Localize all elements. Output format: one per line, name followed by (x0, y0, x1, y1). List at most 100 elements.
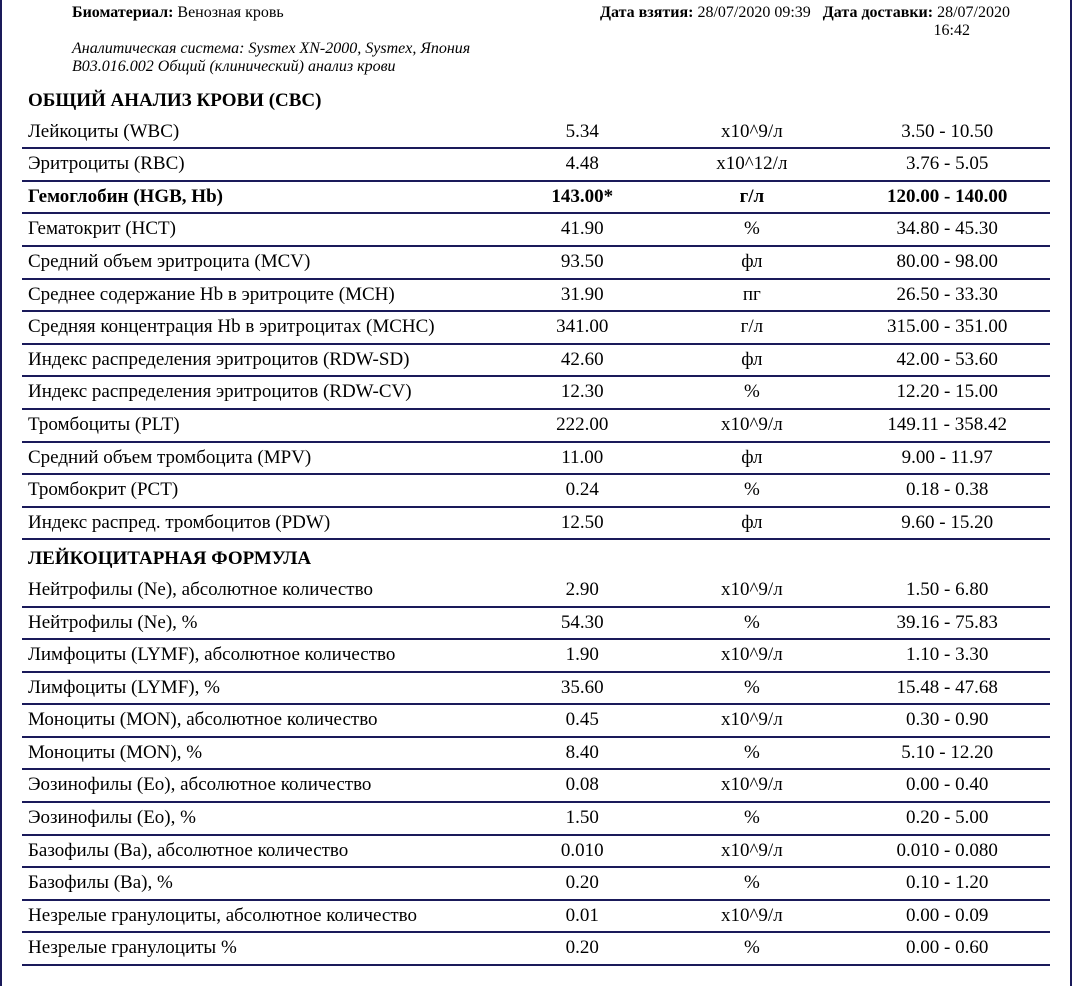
table-row: Незрелые гранулоциты, абсолютное количес… (22, 900, 1050, 933)
parameter-name: Эритроциты (RBC) (22, 148, 505, 181)
parameter-range: 34.80 - 45.30 (844, 213, 1050, 246)
parameter-range: 42.00 - 53.60 (844, 344, 1050, 377)
parameter-value: 0.45 (505, 704, 659, 737)
parameter-unit: пг (659, 279, 844, 312)
section-header: ОБЩИЙ АНАЛИЗ КРОВИ (CBC) (22, 82, 1050, 117)
parameter-name: Средний объем тромбоцита (MPV) (22, 442, 505, 475)
parameter-unit: x10^9/л (659, 769, 844, 802)
parameter-value: 222.00 (505, 409, 659, 442)
parameter-name: Незрелые гранулоциты % (22, 932, 505, 965)
parameter-range: 0.00 - 0.40 (844, 769, 1050, 802)
parameter-unit: % (659, 867, 844, 900)
parameter-range: 9.00 - 11.97 (844, 442, 1050, 475)
parameter-value: 42.60 (505, 344, 659, 377)
date-taken-label: Дата взятия: (600, 4, 693, 21)
parameter-value: 41.90 (505, 213, 659, 246)
parameter-range: 315.00 - 351.00 (844, 311, 1050, 344)
table-row: Гематокрит (HCT)41.90%34.80 - 45.30 (22, 213, 1050, 246)
parameter-value: 0.20 (505, 932, 659, 965)
table-row: Базофилы (Ba), абсолютное количество0.01… (22, 835, 1050, 868)
parameter-value: 0.08 (505, 769, 659, 802)
section-title: ОБЩИЙ АНАЛИЗ КРОВИ (CBC) (22, 82, 1050, 117)
date-delivery-label: Дата доставки: (823, 4, 933, 21)
parameter-value: 8.40 (505, 737, 659, 770)
parameter-name: Тромбокрит (PCT) (22, 474, 505, 507)
parameter-value: 12.30 (505, 376, 659, 409)
parameter-name: Средняя концентрация Hb в эритроцитах (M… (22, 311, 505, 344)
parameter-value: 341.00 (505, 311, 659, 344)
table-row: Средний объем эритроцита (MCV)93.50фл80.… (22, 246, 1050, 279)
parameter-value: 12.50 (505, 507, 659, 540)
parameter-unit: % (659, 802, 844, 835)
parameter-value: 4.48 (505, 148, 659, 181)
parameter-unit: % (659, 932, 844, 965)
parameter-value: 0.24 (505, 474, 659, 507)
table-row: Гемоглобин (HGB, Hb)143.00*г/л120.00 - 1… (22, 181, 1050, 214)
parameter-name: Нейтрофилы (Ne), % (22, 607, 505, 640)
parameter-value: 35.60 (505, 672, 659, 705)
parameter-range: 0.30 - 0.90 (844, 704, 1050, 737)
parameter-name: Моноциты (MON), % (22, 737, 505, 770)
parameter-name: Базофилы (Ba), абсолютное количество (22, 835, 505, 868)
parameter-unit: x10^9/л (659, 900, 844, 933)
parameter-name: Базофилы (Ba), % (22, 867, 505, 900)
parameter-name: Лимфоциты (LYMF), % (22, 672, 505, 705)
parameter-unit: % (659, 672, 844, 705)
parameter-unit: x10^9/л (659, 575, 844, 607)
parameter-unit: % (659, 376, 844, 409)
table-row: Лимфоциты (LYMF), %35.60%15.48 - 47.68 (22, 672, 1050, 705)
parameter-range: 26.50 - 33.30 (844, 279, 1050, 312)
parameter-name: Моноциты (MON), абсолютное количество (22, 704, 505, 737)
table-row: Моноциты (MON), абсолютное количество0.4… (22, 704, 1050, 737)
table-row: Средняя концентрация Hb в эритроцитах (M… (22, 311, 1050, 344)
parameter-range: 0.010 - 0.080 (844, 835, 1050, 868)
parameter-range: 3.76 - 5.05 (844, 148, 1050, 181)
table-row: Среднее содержание Hb в эритроците (MCH)… (22, 279, 1050, 312)
parameter-range: 9.60 - 15.20 (844, 507, 1050, 540)
footer-space (22, 966, 1050, 986)
parameter-value: 31.90 (505, 279, 659, 312)
parameter-unit: фл (659, 507, 844, 540)
section-title: ЛЕЙКОЦИТАРНАЯ ФОРМУЛА (22, 539, 1050, 575)
section-header: ЛЕЙКОЦИТАРНАЯ ФОРМУЛА (22, 539, 1050, 575)
parameter-value: 0.010 (505, 835, 659, 868)
parameter-value: 93.50 (505, 246, 659, 279)
parameter-value: 54.30 (505, 607, 659, 640)
biomaterial-label: Биоматериал: (72, 4, 173, 21)
parameter-value: 1.50 (505, 802, 659, 835)
parameter-name: Гемоглобин (HGB, Hb) (22, 181, 505, 214)
parameter-name: Индекс распред. тромбоцитов (PDW) (22, 507, 505, 540)
table-row: Тромбоциты (PLT)222.00x10^9/л149.11 - 35… (22, 409, 1050, 442)
parameter-unit: % (659, 213, 844, 246)
parameter-value: 2.90 (505, 575, 659, 607)
parameter-range: 0.00 - 0.60 (844, 932, 1050, 965)
parameter-unit: фл (659, 246, 844, 279)
parameter-name: Средний объем эритроцита (MCV) (22, 246, 505, 279)
parameter-range: 1.50 - 6.80 (844, 575, 1050, 607)
parameter-range: 149.11 - 358.42 (844, 409, 1050, 442)
parameter-name: Тромбоциты (PLT) (22, 409, 505, 442)
parameter-unit: x10^9/л (659, 639, 844, 672)
table-row: Нейтрофилы (Ne), абсолютное количество2.… (22, 575, 1050, 607)
parameter-value: 5.34 (505, 117, 659, 149)
table-row: Индекс распределения эритроцитов (RDW-SD… (22, 344, 1050, 377)
parameter-unit: x10^9/л (659, 409, 844, 442)
parameter-name: Нейтрофилы (Ne), абсолютное количество (22, 575, 505, 607)
table-row: Эритроциты (RBC)4.48x10^12/л3.76 - 5.05 (22, 148, 1050, 181)
parameter-name: Гематокрит (HCT) (22, 213, 505, 246)
parameter-name: Среднее содержание Hb в эритроците (MCH) (22, 279, 505, 312)
date-delivery-value: 28/07/2020 (937, 4, 1010, 21)
parameter-unit: % (659, 737, 844, 770)
parameter-value: 11.00 (505, 442, 659, 475)
lab-report-page: Биоматериал: Венозная кровь Дата взятия:… (0, 0, 1072, 986)
parameter-unit: фл (659, 442, 844, 475)
parameter-range: 12.20 - 15.00 (844, 376, 1050, 409)
parameter-range: 15.48 - 47.68 (844, 672, 1050, 705)
parameter-name: Эозинофилы (Eo), абсолютное количество (22, 769, 505, 802)
parameter-unit: x10^9/л (659, 835, 844, 868)
analysis-code: В03.016.002 Общий (клинический) анализ к… (72, 58, 1010, 76)
parameter-value: 0.20 (505, 867, 659, 900)
parameter-range: 120.00 - 140.00 (844, 181, 1050, 214)
parameter-value: 1.90 (505, 639, 659, 672)
results-table: ОБЩИЙ АНАЛИЗ КРОВИ (CBC)Лейкоциты (WBC)5… (22, 82, 1050, 966)
